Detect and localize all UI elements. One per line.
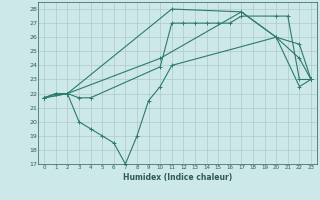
X-axis label: Humidex (Indice chaleur): Humidex (Indice chaleur)	[123, 173, 232, 182]
